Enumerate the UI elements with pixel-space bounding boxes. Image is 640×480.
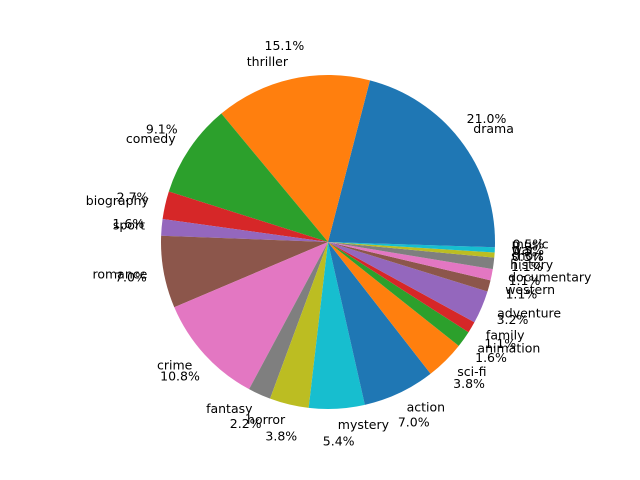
- slice-label: sci-fi: [457, 364, 486, 379]
- slice-percent-label: 0.5%: [512, 249, 544, 264]
- slice-percent-label: 9.1%: [146, 122, 178, 137]
- slice-label: music: [512, 236, 549, 251]
- pie-slice-crime: [174, 242, 328, 390]
- pie-slice-horror: [270, 242, 328, 408]
- slice-percent-label: 1.1%: [484, 336, 516, 351]
- pie-slice-biography: [162, 191, 328, 242]
- pie-slice-sport: [161, 219, 328, 242]
- slice-percent-label: 0.5%: [512, 243, 544, 258]
- pie-slice-adventure: [328, 242, 488, 323]
- slice-label: animation: [477, 340, 540, 355]
- slice-label: biography: [86, 193, 150, 208]
- pie-slices: [160, 75, 496, 409]
- pie-slice-music: [328, 242, 496, 248]
- slice-label: documentary: [508, 270, 592, 285]
- slice-label: short: [511, 248, 543, 263]
- slice-percent-label: 5.4%: [323, 434, 355, 449]
- slice-label: family: [486, 327, 525, 342]
- slice-label: crime: [157, 357, 193, 372]
- slice-percent-label: 15.1%: [265, 38, 305, 53]
- slice-label: history: [510, 257, 554, 272]
- slice-label: comedy: [126, 131, 176, 146]
- slice-label: action: [407, 400, 445, 415]
- slice-label: war: [511, 242, 535, 257]
- pie-slice-romance: [160, 235, 328, 308]
- pie-slice-comedy: [168, 113, 328, 243]
- slice-percent-label: 1.1%: [509, 273, 541, 288]
- slice-percent-label: 2.2%: [230, 416, 262, 431]
- pie-slice-western: [328, 242, 491, 292]
- slice-label: adventure: [497, 305, 561, 320]
- pie-slice-fantasy: [249, 242, 328, 399]
- slice-percent-label: 1.1%: [511, 259, 543, 274]
- pie-slice-action: [328, 242, 431, 405]
- slice-label: western: [505, 282, 555, 297]
- pie-slice-mystery: [308, 242, 365, 409]
- pie-slice-documentary: [328, 242, 493, 281]
- pie-slice-sci-fi: [328, 242, 459, 374]
- slice-percent-label: 21.0%: [467, 111, 507, 126]
- slice-percent-label: 1.1%: [505, 286, 537, 301]
- pie-slice-drama: [328, 80, 495, 242]
- slice-label: drama: [473, 121, 514, 136]
- slice-label: sport: [113, 217, 145, 232]
- slice-label: horror: [247, 412, 286, 427]
- slice-percent-label: 7.0%: [115, 270, 147, 285]
- slice-label: romance: [92, 267, 147, 282]
- slice-label: fantasy: [206, 401, 253, 416]
- pie-slice-family: [328, 242, 475, 333]
- slice-percent-label: 0.5%: [512, 237, 544, 252]
- slice-percent-label: 2.7%: [117, 189, 149, 204]
- slice-percent-label: 3.8%: [265, 428, 297, 443]
- slice-label: mystery: [338, 417, 390, 432]
- pie-slice-short: [328, 242, 495, 258]
- slice-percent-label: 1.6%: [475, 350, 507, 365]
- pie-slice-animation: [328, 242, 469, 346]
- pie-slice-war: [328, 242, 495, 253]
- pie-slice-thriller: [221, 75, 370, 243]
- slice-label: thriller: [247, 54, 289, 69]
- slice-percent-label: 7.0%: [398, 415, 430, 430]
- slice-percent-label: 3.2%: [497, 312, 529, 327]
- slice-percent-label: 10.8%: [160, 369, 200, 384]
- slice-percent-label: 3.8%: [453, 376, 485, 391]
- pie-slice-history: [328, 242, 495, 270]
- slice-percent-label: 1.6%: [112, 216, 144, 231]
